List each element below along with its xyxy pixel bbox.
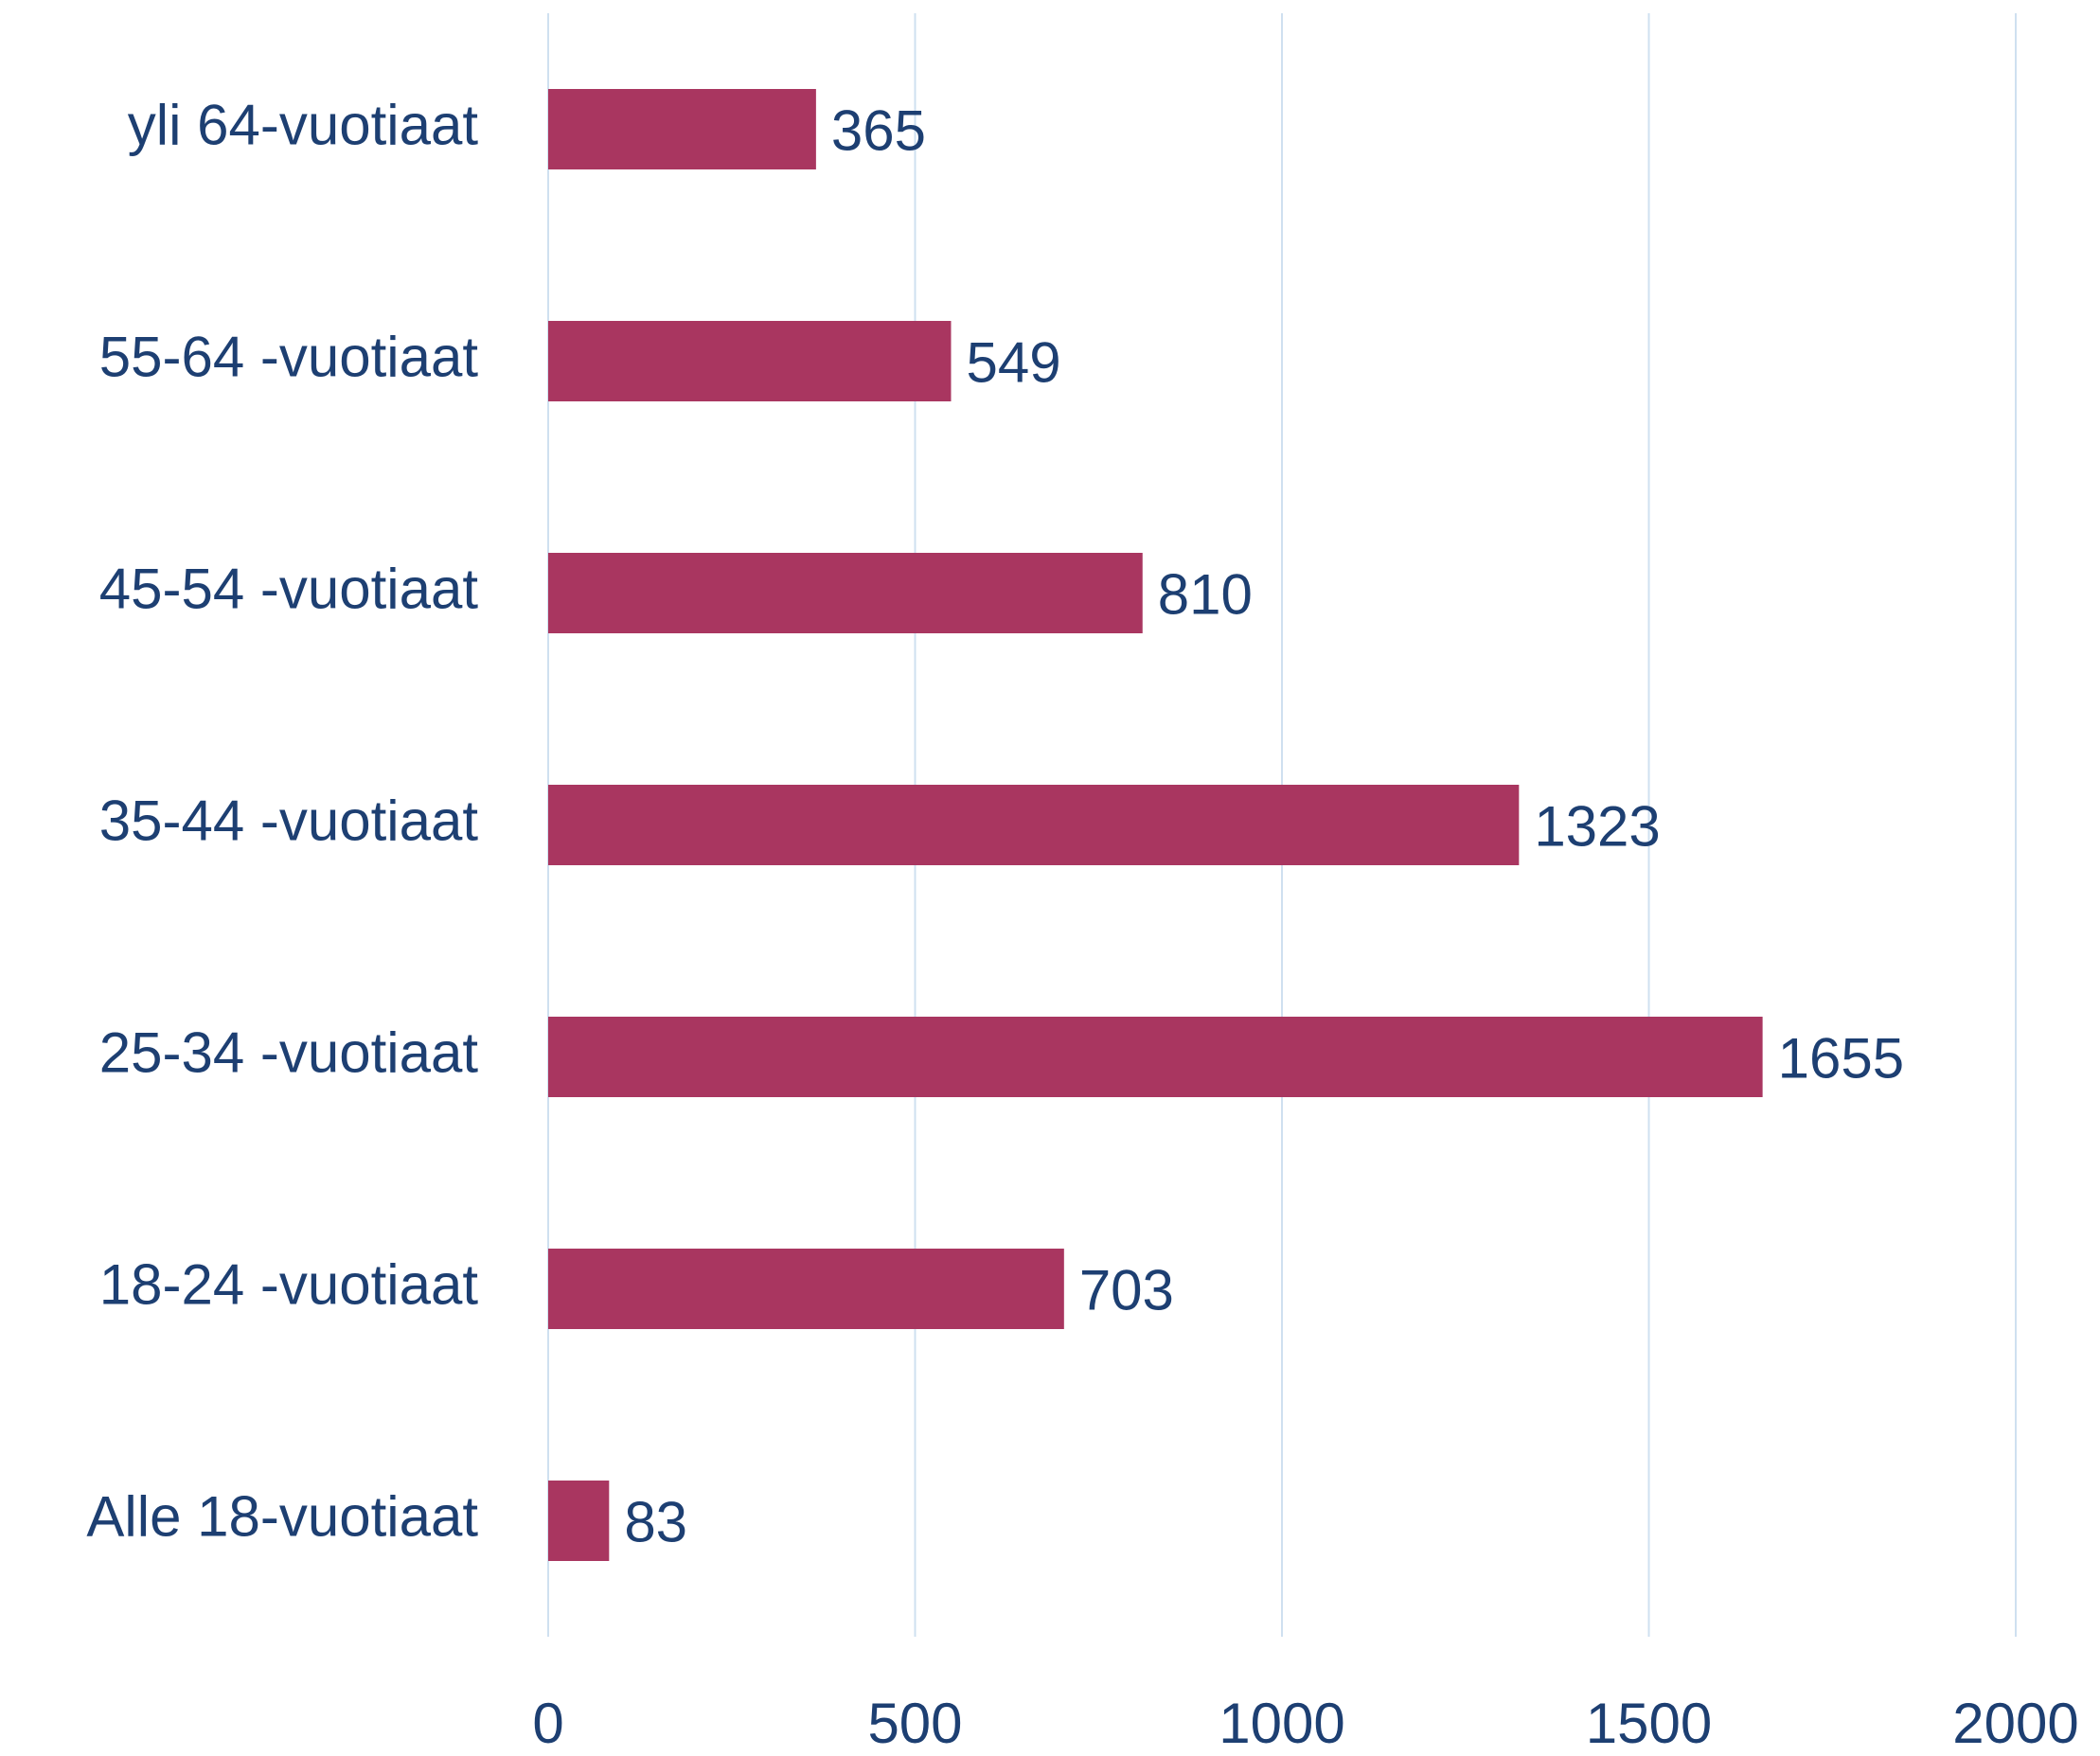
- bar: [548, 785, 1520, 865]
- data-label: 1655: [1778, 1026, 1904, 1090]
- data-label: 1323: [1534, 794, 1660, 858]
- data-label: 810: [1158, 562, 1253, 626]
- y-tick-label: Alle 18-vuotiaat: [86, 1484, 478, 1548]
- x-tick-label: 2000: [1952, 1692, 2078, 1755]
- bar: [548, 321, 952, 401]
- bar: [548, 1017, 1763, 1097]
- data-label: 365: [831, 98, 926, 162]
- y-tick-label: 18-24 -vuotiaat: [99, 1252, 479, 1316]
- y-tick-label: 35-44 -vuotiaat: [99, 789, 479, 852]
- x-tick-label: 0: [532, 1692, 563, 1755]
- x-tick-label: 1500: [1586, 1692, 1712, 1755]
- data-label: 703: [1079, 1258, 1174, 1321]
- bar: [548, 89, 816, 169]
- bar: [548, 553, 1143, 633]
- y-tick-label: 55-64 -vuotiaat: [99, 325, 479, 388]
- y-tick-label: yli 64-vuotiaat: [128, 93, 479, 156]
- bar: [548, 1249, 1064, 1329]
- y-tick-label: 45-54 -vuotiaat: [99, 557, 479, 620]
- data-label: 83: [624, 1490, 687, 1553]
- data-label: 549: [966, 330, 1060, 394]
- x-tick-label: 1000: [1219, 1692, 1344, 1755]
- bar: [548, 1481, 610, 1561]
- x-tick-label: 500: [867, 1692, 962, 1755]
- y-tick-label: 25-34 -vuotiaat: [99, 1020, 479, 1084]
